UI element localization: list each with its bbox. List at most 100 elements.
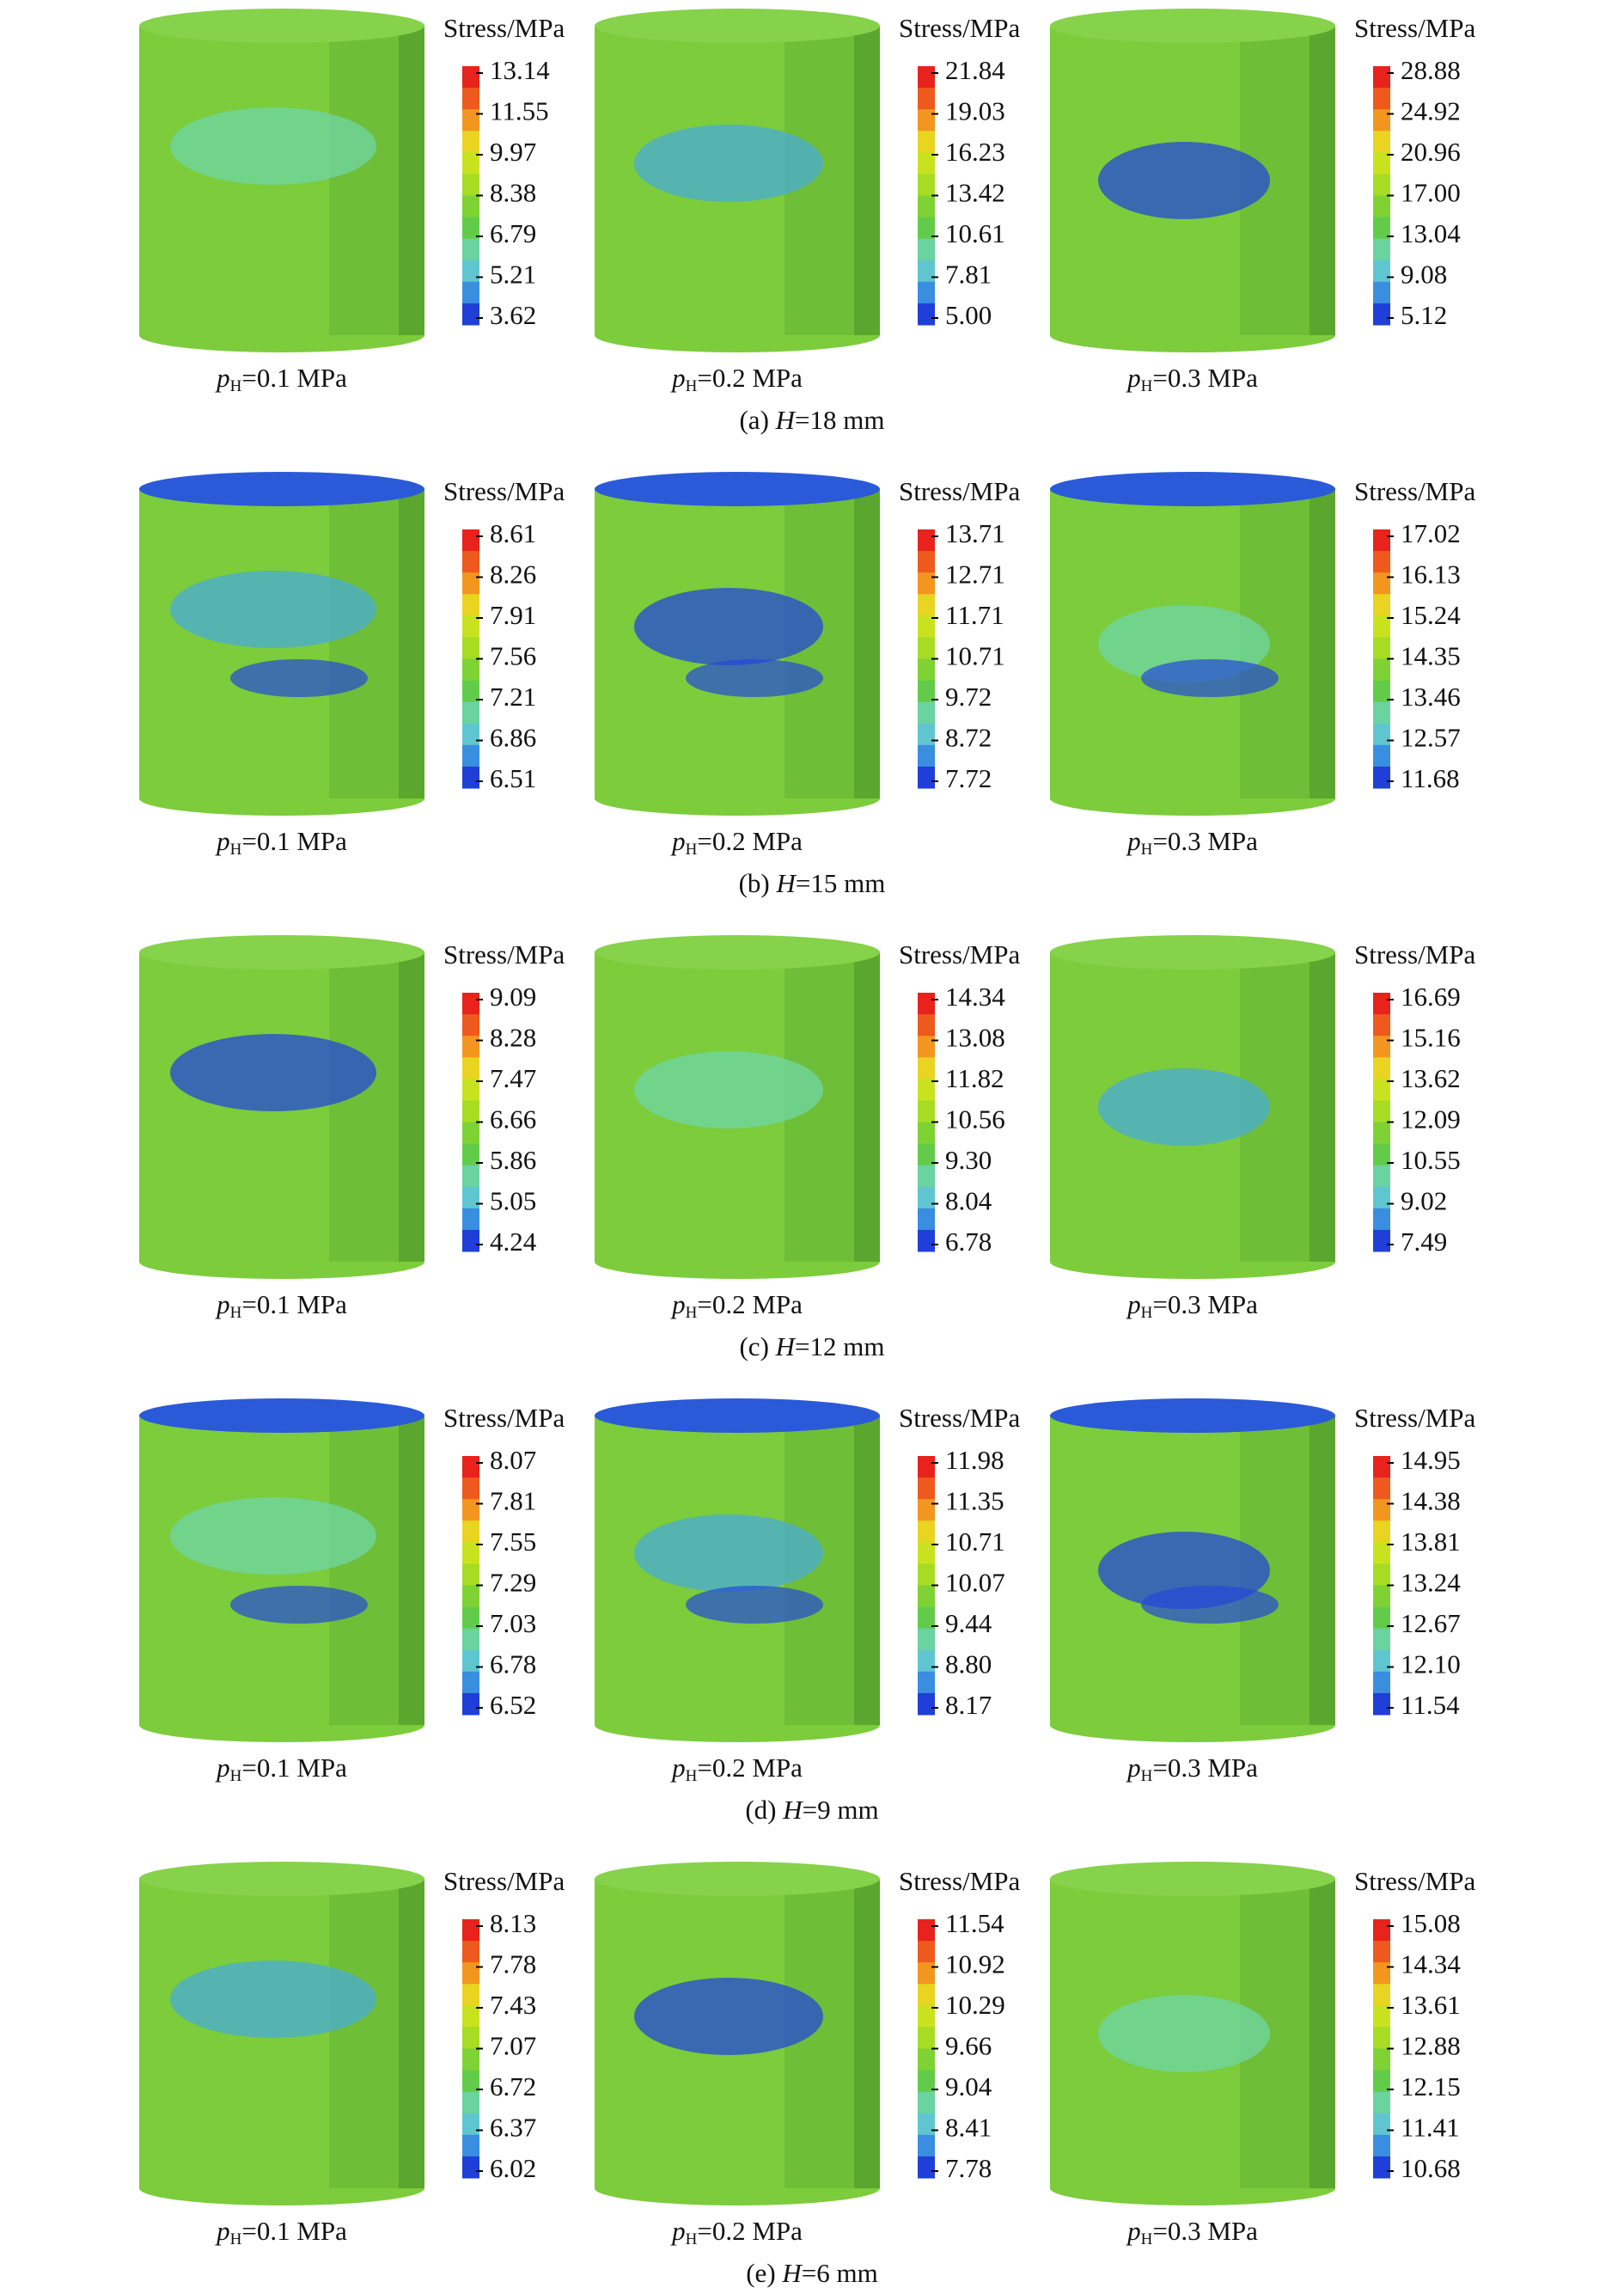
legend-value: 6.72 [490,2071,536,2101]
stress-region [634,1051,823,1129]
legend-value: 20.96 [1401,137,1461,167]
legend-swatch [462,2048,479,2071]
legend-value: 13.24 [1401,1568,1461,1598]
legend-swatch [1373,2070,1390,2093]
legend-swatch [918,1984,935,2006]
legend-value: 16.13 [1401,560,1461,590]
legend-value: 21.84 [945,55,1005,85]
caption: (b) H=15 mm [739,868,886,898]
legend-swatch [918,1671,935,1694]
legend-swatch [462,281,479,304]
panel-label: pH=0.3 MPa [1126,1753,1258,1785]
legend-swatch [462,2005,479,2028]
legend-swatch [462,303,479,326]
legend-swatch [918,1456,935,1478]
cylinder [1050,1862,1335,2205]
legend-swatch [918,680,935,703]
cylinder-top [595,472,880,506]
cylinder-shade [854,952,880,1262]
legend-swatch [918,529,935,552]
legend-swatch [462,723,479,746]
legend-value: 15.16 [1401,1023,1461,1053]
legend-swatch [462,1671,479,1694]
legend-value: 7.47 [490,1063,536,1093]
legend-value: 8.38 [490,178,536,208]
legend-swatch [1373,993,1390,1015]
legend-value: 7.43 [490,1990,536,2020]
legend-swatch [1373,594,1390,616]
legend-swatch [918,2070,935,2093]
legend-swatch [462,195,479,218]
legend-swatch [1373,1477,1390,1500]
legend-value: 12.57 [1401,723,1461,753]
legend-swatch [1373,701,1390,725]
legend-swatch [462,572,479,595]
label-value: =0.3 MPa [1152,826,1258,856]
legend-swatch [918,281,935,304]
legend-swatch [918,238,935,261]
panel-label: pH=0.2 MPa [670,1289,803,1322]
legend-swatch [1373,1057,1390,1080]
cylinder-shade [854,489,880,798]
caption: (a) H=18 mm [739,405,884,435]
caption-value: =6 mm [802,2258,878,2288]
legend-swatch [462,238,479,261]
legend-swatch [462,88,479,110]
panel-label: pH=0.1 MPa [215,1753,347,1785]
legend-swatch [462,1477,479,1500]
legend-swatch [462,1649,479,1673]
panel-label: pH=0.3 MPa [1126,2216,1258,2248]
legend-swatch [918,2134,935,2157]
legend-swatch [462,1542,479,1564]
legend-swatch [1373,1014,1390,1037]
stress-region [1141,659,1279,697]
legend-swatch [918,615,935,638]
legend-swatch [1373,637,1390,659]
caption: (c) H=12 mm [739,1331,884,1361]
legend-swatch [462,1456,479,1478]
legend-swatch [462,1165,479,1188]
legend-swatch [918,217,935,240]
legend-value: 10.71 [945,1526,1005,1557]
legend-swatch [462,1606,479,1630]
legend-swatch [1373,1962,1390,1985]
legend-swatch [1373,88,1390,110]
legend-value: 8.13 [490,1908,536,1938]
legend-value: 11.71 [945,600,1004,630]
legend-title: Stress/MPa [1354,1403,1475,1433]
legend-title: Stress/MPa [1354,13,1475,43]
legend-swatch [918,2156,935,2179]
caption-label: (a) [739,405,775,435]
label-var: p [1126,2216,1141,2246]
legend-value: 7.07 [490,2031,536,2061]
legend-value: 9.04 [945,2071,992,2101]
legend-swatch [462,66,479,89]
legend-value: 7.29 [490,1568,536,1598]
legend-value: 5.21 [490,260,536,290]
cylinder [1050,472,1335,816]
legend-swatch [918,1165,935,1188]
label-var: p [670,1289,686,1319]
legend-value: 6.51 [490,763,536,793]
stress-region [170,107,376,185]
panel-label: pH=0.1 MPa [215,1289,347,1322]
legend-swatch [918,1143,935,1166]
cylinder-shade [399,1416,424,1725]
legend-swatch [1373,2005,1390,2028]
legend-swatch [918,152,935,174]
cylinder-shade [1310,1879,1335,2188]
legend-swatch [1373,1919,1390,1942]
label-value: =0.3 MPa [1152,363,1258,393]
caption-value: =9 mm [803,1795,879,1825]
legend-value: 9.08 [1401,260,1447,290]
legend-value: 6.78 [945,1227,992,1257]
legend-value: 6.78 [490,1649,536,1679]
cylinder [139,472,424,816]
legend-value: 9.09 [490,982,536,1012]
panel-label: pH=0.3 MPa [1126,363,1258,395]
legend-swatch [462,594,479,616]
legend-swatch [918,195,935,218]
legend-swatch [462,1563,479,1586]
legend-swatch [1373,238,1390,261]
legend-swatch [462,1984,479,2006]
